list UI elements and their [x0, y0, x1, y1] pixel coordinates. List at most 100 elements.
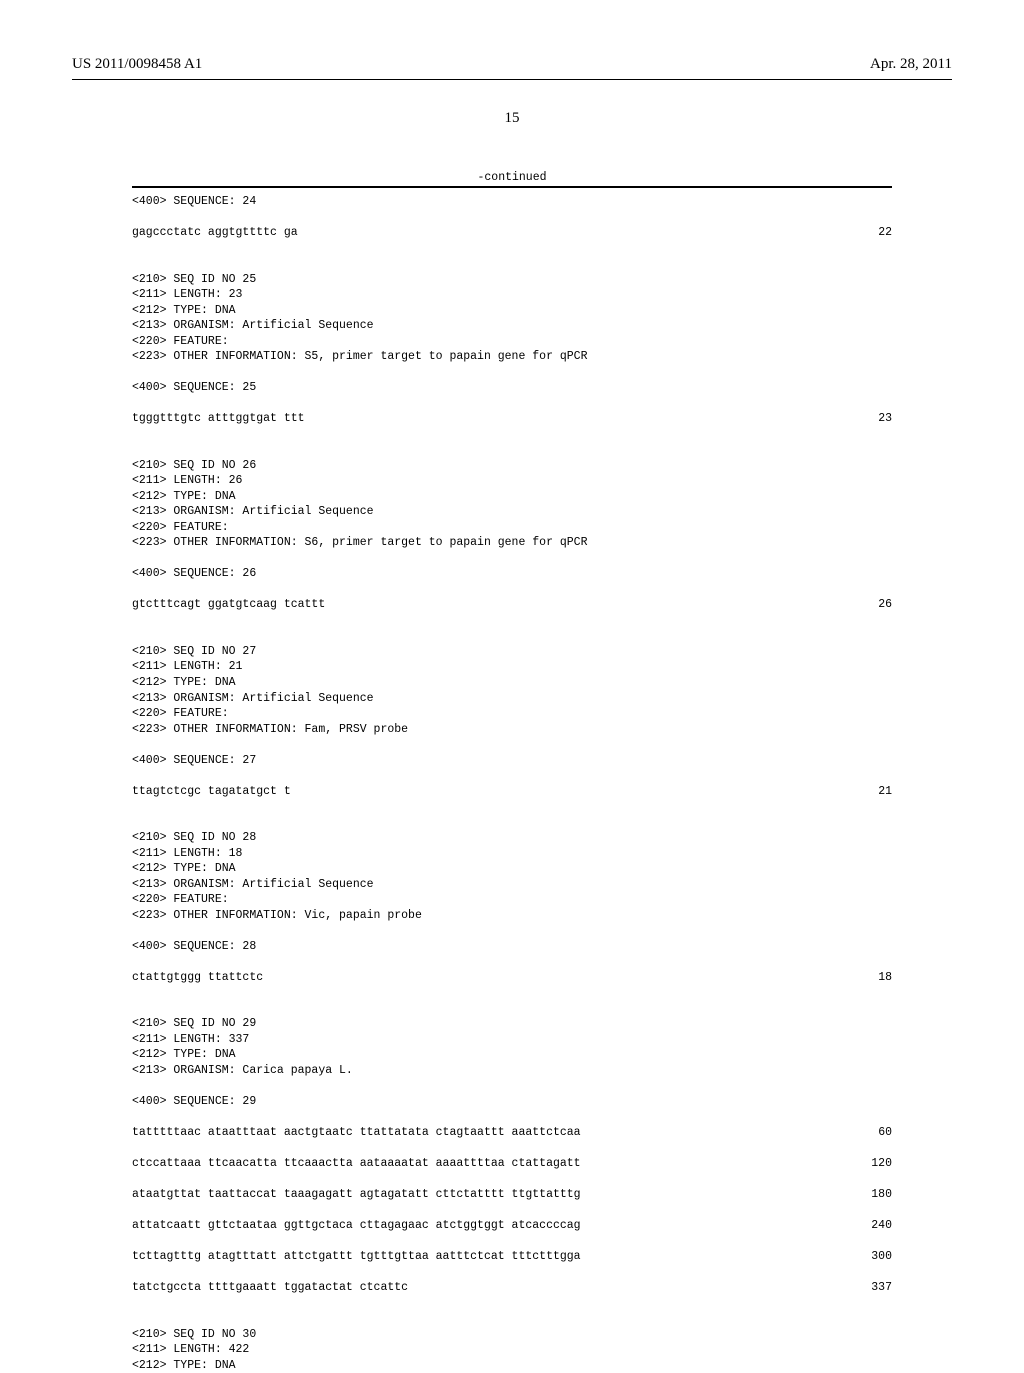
gap	[132, 1001, 892, 1017]
seq-data-line: ttagtctcgc tagatatgct t 21	[132, 784, 892, 800]
page: US 2011/0098458 A1 Apr. 28, 2011 15 -con…	[0, 0, 1024, 1320]
seq-data-line: ctattgtggg ttattctc18	[132, 970, 892, 986]
body-rule	[132, 186, 892, 188]
continued-label: -continued	[72, 171, 952, 184]
seq-tag-line: <220> FEATURE:	[132, 706, 892, 722]
seq-data-line: ataatgttat taattaccat taaagagatt agtagat…	[132, 1187, 892, 1203]
seq-bases: tcttagtttg atagtttatt attctgattt tgtttgt…	[132, 1249, 581, 1265]
seq-bases: tgggtttgtc atttggtgat ttt	[132, 411, 305, 427]
pub-number: US 2011/0098458 A1	[72, 56, 202, 73]
seq-bases: tatctgccta ttttgaaatt tggatactat ctcattc	[132, 1280, 408, 1296]
gap	[132, 256, 892, 272]
gap	[132, 737, 892, 753]
gap	[132, 241, 892, 257]
gap	[132, 923, 892, 939]
seq-bases: gagccctatc aggtgttttc ga	[132, 225, 298, 241]
seq-bases: ctattgtggg ttattctc	[132, 970, 263, 986]
sequence-listing: <400> SEQUENCE: 24 gagccctatc aggtgttttc…	[132, 194, 892, 1373]
gap	[132, 396, 892, 412]
seq-data-line: tatctgccta ttttgaaatt tggatactat ctcattc…	[132, 1280, 892, 1296]
seq-tag-line: <400> SEQUENCE: 29	[132, 1094, 892, 1110]
seq-tag-line: <211> LENGTH: 26	[132, 473, 892, 489]
seq-tag-line: <212> TYPE: DNA	[132, 303, 892, 319]
gap	[132, 1203, 892, 1219]
seq-tag-line: <213> ORGANISM: Artificial Sequence	[132, 691, 892, 707]
seq-position: 26	[852, 597, 892, 613]
seq-tag-line: <212> TYPE: DNA	[132, 1358, 892, 1373]
seq-tag-line: <223> OTHER INFORMATION: S5, primer targ…	[132, 349, 892, 365]
gap	[132, 1078, 892, 1094]
seq-tag-line: <210> SEQ ID NO 28	[132, 830, 892, 846]
seq-tag-line: <213> ORGANISM: Artificial Sequence	[132, 318, 892, 334]
seq-tag-line: <211> LENGTH: 422	[132, 1342, 892, 1358]
seq-data-line: tgggtttgtc atttggtgat ttt 23	[132, 411, 892, 427]
seq-position: 21	[852, 784, 892, 800]
seq-tag-line: <223> OTHER INFORMATION: Vic, papain pro…	[132, 908, 892, 924]
seq-position: 240	[852, 1218, 892, 1234]
seq-tag-line: <400> SEQUENCE: 27	[132, 753, 892, 769]
seq-tag-line: <213> ORGANISM: Artificial Sequence	[132, 504, 892, 520]
gap	[132, 1109, 892, 1125]
seq-bases: tatttttaac ataatttaat aactgtaatc ttattat…	[132, 1125, 581, 1141]
seq-position: 300	[852, 1249, 892, 1265]
seq-tag-line: <223> OTHER INFORMATION: S6, primer targ…	[132, 535, 892, 551]
seq-tag-line: <211> LENGTH: 337	[132, 1032, 892, 1048]
seq-tag-line: <211> LENGTH: 21	[132, 659, 892, 675]
gap	[132, 427, 892, 443]
gap	[132, 1171, 892, 1187]
header-rule	[72, 79, 952, 80]
seq-tag-line: <212> TYPE: DNA	[132, 861, 892, 877]
gap	[132, 768, 892, 784]
seq-data-line: tcttagtttg atagtttatt attctgattt tgtttgt…	[132, 1249, 892, 1265]
seq-data-line: gtctttcagt ggatgtcaag tcattt26	[132, 597, 892, 613]
seq-data-line: attatcaatt gttctaataa ggttgctaca cttagag…	[132, 1218, 892, 1234]
seq-tag-line: <212> TYPE: DNA	[132, 1047, 892, 1063]
gap	[132, 815, 892, 831]
gap	[132, 582, 892, 598]
seq-bases: ttagtctcgc tagatatgct t	[132, 784, 291, 800]
seq-bases: ctccattaaa ttcaacatta ttcaaactta aataaaa…	[132, 1156, 581, 1172]
seq-tag-line: <400> SEQUENCE: 25	[132, 380, 892, 396]
seq-tag-line: <210> SEQ ID NO 27	[132, 644, 892, 660]
seq-position: 60	[852, 1125, 892, 1141]
seq-tag-line: <400> SEQUENCE: 24	[132, 194, 892, 210]
gap	[132, 954, 892, 970]
seq-tag-line: <211> LENGTH: 18	[132, 846, 892, 862]
seq-tag-line: <220> FEATURE:	[132, 520, 892, 536]
seq-position: 180	[852, 1187, 892, 1203]
seq-tag-line: <223> OTHER INFORMATION: Fam, PRSV probe	[132, 722, 892, 738]
pub-date: Apr. 28, 2011	[870, 56, 952, 73]
header-row: US 2011/0098458 A1 Apr. 28, 2011	[72, 56, 952, 73]
gap	[132, 551, 892, 567]
seq-tag-line: <213> ORGANISM: Carica papaya L.	[132, 1063, 892, 1079]
seq-tag-line: <220> FEATURE:	[132, 892, 892, 908]
seq-bases: attatcaatt gttctaataa ggttgctaca cttagag…	[132, 1218, 581, 1234]
seq-tag-line: <210> SEQ ID NO 30	[132, 1327, 892, 1343]
seq-tag-line: <210> SEQ ID NO 26	[132, 458, 892, 474]
seq-bases: ataatgttat taattaccat taaagagatt agtagat…	[132, 1187, 581, 1203]
gap	[132, 210, 892, 226]
gap	[132, 799, 892, 815]
seq-data-line: gagccctatc aggtgttttc ga 22	[132, 225, 892, 241]
gap	[132, 365, 892, 381]
seq-position: 23	[852, 411, 892, 427]
gap	[132, 1296, 892, 1312]
seq-position: 22	[852, 225, 892, 241]
gap	[132, 1265, 892, 1281]
gap	[132, 628, 892, 644]
seq-tag-line: <400> SEQUENCE: 26	[132, 566, 892, 582]
seq-position: 337	[852, 1280, 892, 1296]
gap	[132, 613, 892, 629]
seq-tag-line: <213> ORGANISM: Artificial Sequence	[132, 877, 892, 893]
seq-tag-line: <212> TYPE: DNA	[132, 675, 892, 691]
seq-tag-line: <210> SEQ ID NO 25	[132, 272, 892, 288]
gap	[132, 1234, 892, 1250]
seq-position: 120	[852, 1156, 892, 1172]
gap	[132, 1311, 892, 1327]
seq-tag-line: <211> LENGTH: 23	[132, 287, 892, 303]
gap	[132, 1140, 892, 1156]
seq-tag-line: <212> TYPE: DNA	[132, 489, 892, 505]
seq-tag-line: <210> SEQ ID NO 29	[132, 1016, 892, 1032]
gap	[132, 985, 892, 1001]
seq-data-line: tatttttaac ataatttaat aactgtaatc ttattat…	[132, 1125, 892, 1141]
